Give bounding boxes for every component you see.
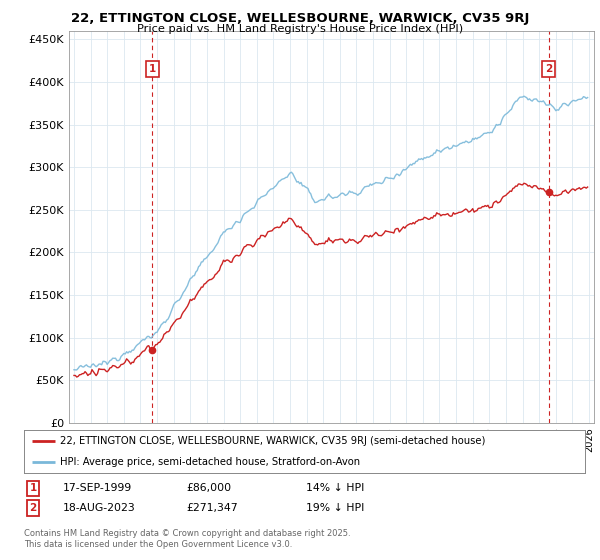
Text: 18-AUG-2023: 18-AUG-2023 — [63, 503, 136, 513]
Text: Price paid vs. HM Land Registry's House Price Index (HPI): Price paid vs. HM Land Registry's House … — [137, 24, 463, 34]
Text: HPI: Average price, semi-detached house, Stratford-on-Avon: HPI: Average price, semi-detached house,… — [61, 458, 361, 467]
Text: 1: 1 — [149, 64, 156, 74]
Text: 14% ↓ HPI: 14% ↓ HPI — [306, 483, 364, 493]
Text: £271,347: £271,347 — [186, 503, 238, 513]
Text: £86,000: £86,000 — [186, 483, 231, 493]
Text: 1: 1 — [29, 483, 37, 493]
Text: Contains HM Land Registry data © Crown copyright and database right 2025.
This d: Contains HM Land Registry data © Crown c… — [24, 529, 350, 549]
Text: 2: 2 — [29, 503, 37, 513]
Text: 2: 2 — [545, 64, 553, 74]
Text: 19% ↓ HPI: 19% ↓ HPI — [306, 503, 364, 513]
Text: 17-SEP-1999: 17-SEP-1999 — [63, 483, 132, 493]
Text: 22, ETTINGTON CLOSE, WELLESBOURNE, WARWICK, CV35 9RJ: 22, ETTINGTON CLOSE, WELLESBOURNE, WARWI… — [71, 12, 529, 25]
Text: 22, ETTINGTON CLOSE, WELLESBOURNE, WARWICK, CV35 9RJ (semi-detached house): 22, ETTINGTON CLOSE, WELLESBOURNE, WARWI… — [61, 436, 486, 446]
